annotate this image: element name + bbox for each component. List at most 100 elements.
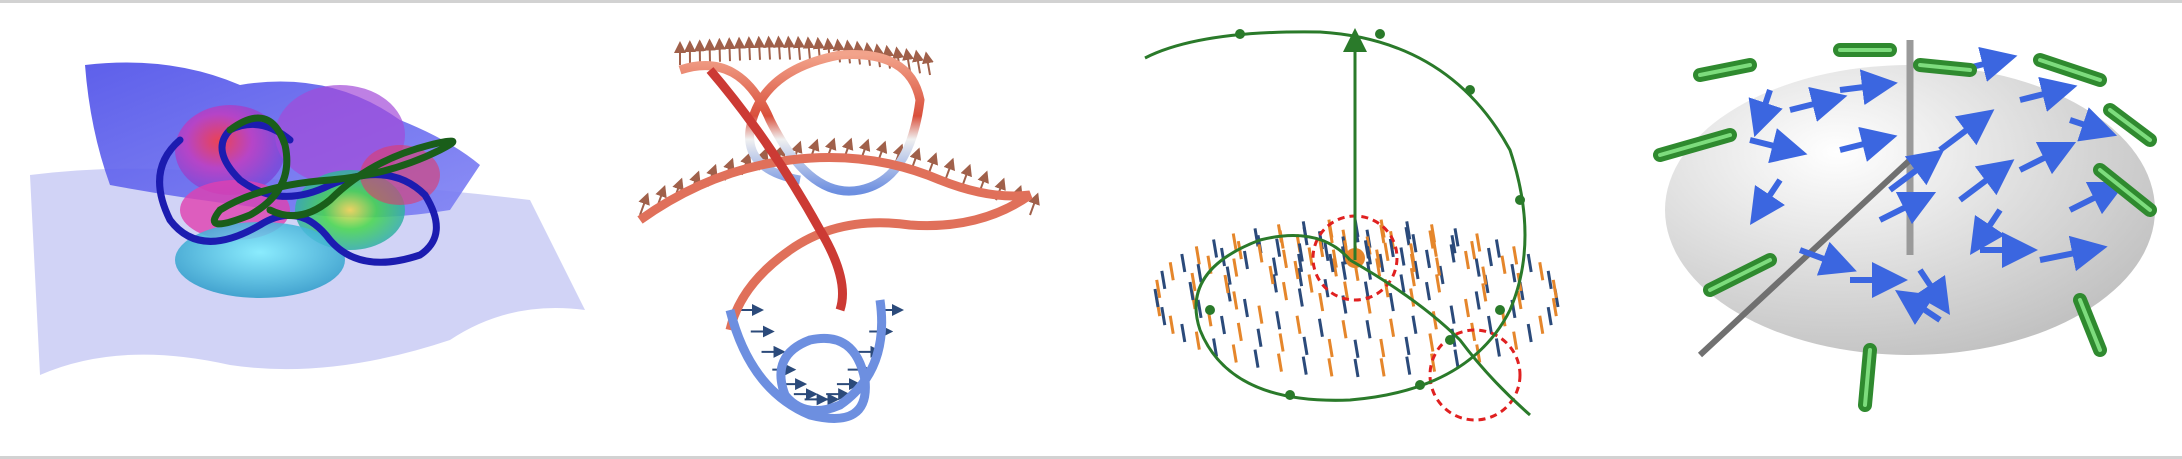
field-vector: [1475, 233, 1482, 252]
field-vector: [1413, 260, 1420, 280]
disk-vector: [1970, 208, 2005, 255]
frame-arrow: [723, 37, 736, 62]
field-vector: [1275, 238, 1282, 257]
disk-vector: [1789, 86, 1848, 122]
field-vector: [1327, 358, 1334, 377]
disk-vector: [1750, 178, 1785, 225]
field-vector: [1323, 242, 1330, 262]
field-vector: [1425, 281, 1431, 301]
field-vector: [1327, 224, 1334, 244]
knot-blue: [156, 120, 440, 266]
field-vector: [1282, 281, 1288, 301]
field-vector: [1232, 291, 1239, 310]
field-vector: [1428, 333, 1435, 352]
frame-arrow: [763, 35, 776, 60]
field-vector: [1257, 244, 1264, 263]
frame-arrow: [912, 49, 924, 74]
field-vector: [1404, 336, 1411, 356]
disk-vector: [1958, 159, 2015, 203]
green-tube-highlight: [2098, 168, 2152, 212]
frame-arrow: [733, 36, 746, 61]
field-vector: [1256, 328, 1263, 347]
field-vector: [1464, 298, 1471, 318]
frame-arrow: [753, 35, 766, 60]
field-vector: [1404, 226, 1411, 246]
field-vector: [1481, 266, 1488, 285]
field-vector: [1375, 249, 1382, 268]
ribbon-lower-loop: [725, 299, 887, 423]
field-vector: [1242, 298, 1249, 318]
field-vector: [1487, 315, 1493, 335]
field-vector: [1494, 338, 1501, 357]
green-tube-highlight: [2038, 58, 2102, 82]
field-vector: [1389, 318, 1396, 338]
field-vector: [1307, 274, 1314, 293]
field-vector: [1253, 228, 1260, 247]
field-vector: [1438, 265, 1445, 285]
field-vector: [1343, 281, 1350, 300]
disk-vectors: [1748, 46, 2127, 325]
field-vector: [1487, 247, 1493, 267]
spiral-trajectory-outer: [1349, 258, 1531, 417]
field-vector: [1220, 247, 1226, 267]
field-vector: [1450, 235, 1457, 254]
field-vector: [1474, 291, 1481, 310]
trajectory-arrows: [1205, 29, 1525, 400]
green-tube-highlight: [1708, 258, 1772, 292]
green-tube-highlight: [2078, 298, 2102, 352]
field-vector: [1425, 249, 1431, 269]
frame-arrow: [922, 51, 934, 76]
field-vector: [1551, 297, 1558, 317]
spiral-vector-field-illustration: [1144, 28, 1560, 422]
field-vector: [1168, 315, 1175, 335]
disk-vector: [1888, 149, 1945, 193]
field-vector: [1428, 230, 1435, 249]
field-vector: [1271, 257, 1278, 276]
field-vector: [1526, 323, 1533, 343]
field-vector: [1430, 353, 1437, 372]
frame-arrow: [1028, 192, 1040, 216]
field-vector: [1449, 305, 1456, 324]
frame-arrow: [773, 35, 786, 60]
green-tube-highlight: [1658, 133, 1732, 157]
field-vector: [1297, 267, 1304, 287]
field-vector: [1301, 356, 1308, 375]
field-vector: [1378, 253, 1385, 273]
trajectory-marker: [1235, 29, 1245, 39]
frame-arrow: [902, 48, 915, 72]
frame-arrow: [713, 37, 726, 62]
field-vector: [1494, 239, 1501, 258]
field-vector: [1431, 238, 1438, 257]
field-vector: [1194, 331, 1201, 350]
ribbon-twist: [706, 67, 847, 312]
frame-arrow: [743, 36, 756, 61]
field-vector: [1160, 306, 1167, 326]
field-vector: [1278, 230, 1285, 249]
field-vector: [1318, 292, 1325, 312]
field-vector: [1223, 274, 1230, 294]
field-vector: [1510, 263, 1517, 283]
knot-green: [210, 114, 457, 228]
field-vector: [1551, 279, 1558, 299]
frame-arrow: [793, 35, 805, 60]
trajectory-marker: [1515, 195, 1525, 205]
frame-arrow: [783, 35, 796, 60]
field-vector: [1405, 356, 1412, 375]
field-vector: [1431, 311, 1438, 330]
field-vector: [1268, 265, 1275, 285]
frame-arrow: [960, 163, 972, 187]
field-vector: [1307, 247, 1314, 266]
field-vector: [1512, 331, 1519, 350]
field-vector: [1236, 322, 1243, 342]
field-vector: [1242, 250, 1249, 270]
field-vector: [1538, 261, 1545, 281]
field-vector: [1225, 266, 1232, 285]
field-vector: [1253, 349, 1260, 368]
trajectory-marker: [1415, 380, 1425, 390]
field-vector: [1516, 290, 1523, 310]
field-vector: [1538, 315, 1545, 335]
field-vector: [1546, 306, 1553, 326]
field-vector: [1411, 315, 1418, 334]
field-vector: [1231, 344, 1238, 363]
field-vector: [1331, 249, 1338, 268]
